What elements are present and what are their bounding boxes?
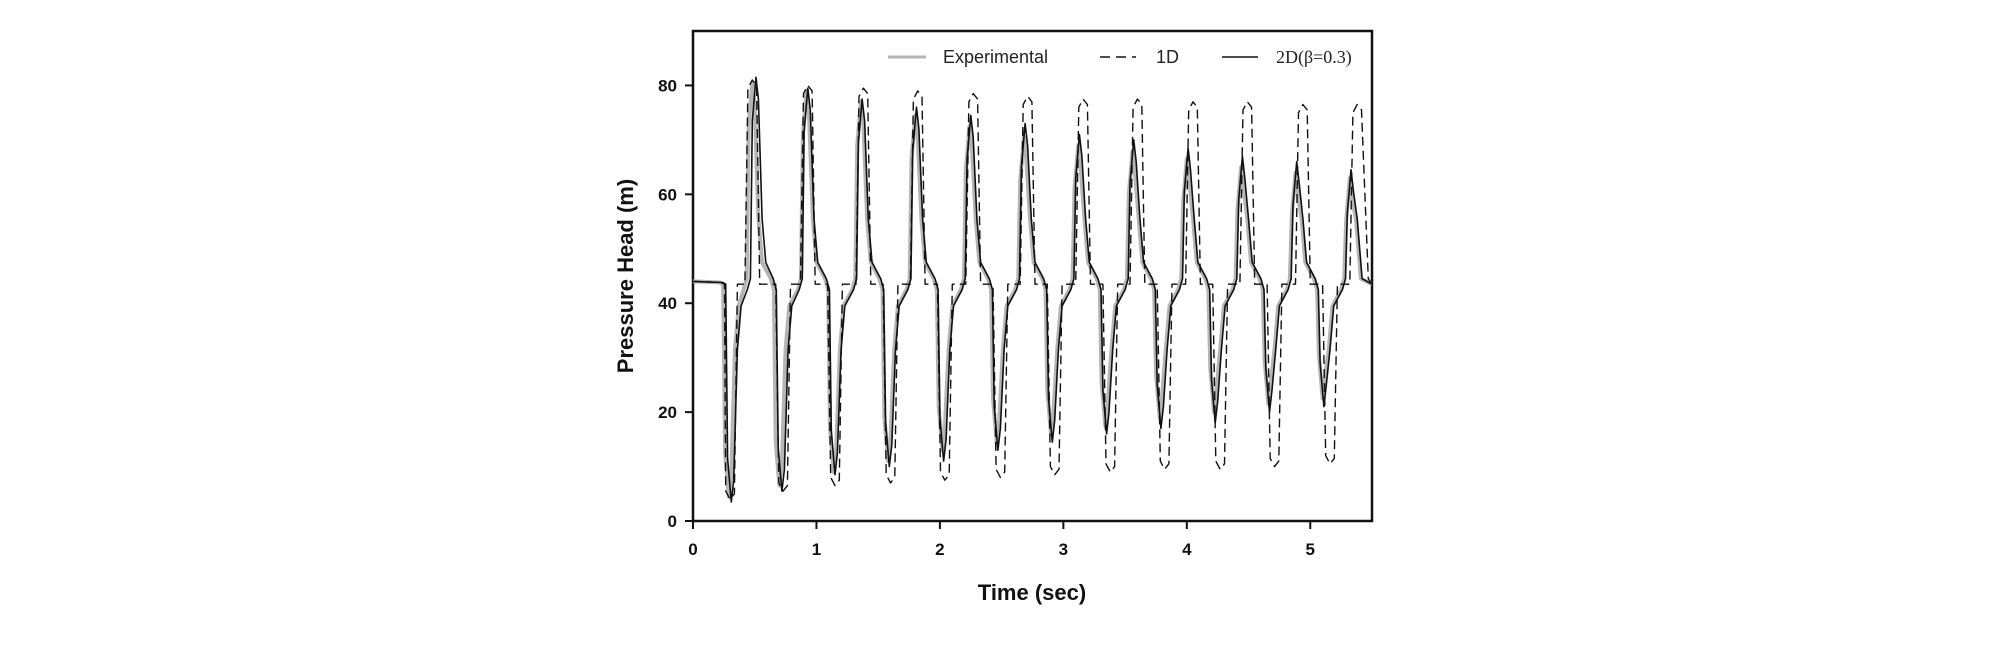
series-line-1 bbox=[693, 79, 1372, 500]
series-layer bbox=[693, 76, 1372, 503]
series-line-2 bbox=[693, 76, 1372, 503]
x-tick-label: 2 bbox=[935, 540, 944, 559]
x-tick-label: 0 bbox=[688, 540, 697, 559]
y-tick-label: 0 bbox=[668, 512, 677, 531]
legend-label-experimental: Experimental bbox=[943, 47, 1048, 67]
legend-label-2d: 2D(β=0.3) bbox=[1276, 47, 1352, 68]
x-tick-label: 5 bbox=[1306, 540, 1315, 559]
plot-frame bbox=[691, 29, 1374, 523]
legend: Experimental 1D 2D(β=0.3) bbox=[888, 47, 1352, 68]
x-axis-ticks: 0 1 2 3 4 5 bbox=[688, 521, 1315, 559]
series-line-0 bbox=[693, 80, 1372, 499]
y-tick-label: 20 bbox=[658, 403, 677, 422]
x-axis-title: Time (sec) bbox=[978, 580, 1086, 605]
y-tick-label: 80 bbox=[658, 76, 677, 95]
y-tick-label: 40 bbox=[658, 294, 677, 313]
y-tick-label: 60 bbox=[658, 185, 677, 204]
x-tick-label: 4 bbox=[1182, 540, 1192, 559]
y-axis-ticks: 0 20 40 60 80 bbox=[658, 76, 693, 531]
y-axis-title: Pressure Head (m) bbox=[613, 179, 638, 373]
legend-label-1d: 1D bbox=[1156, 47, 1179, 67]
x-tick-label: 3 bbox=[1059, 540, 1068, 559]
x-tick-label: 1 bbox=[812, 540, 821, 559]
